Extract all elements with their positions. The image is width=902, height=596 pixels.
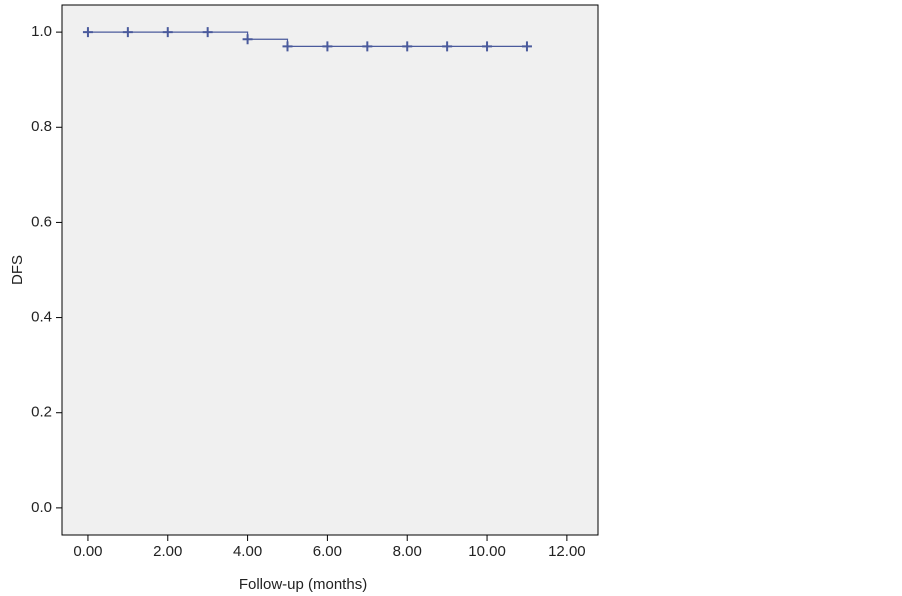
censor-mark bbox=[322, 41, 333, 52]
censor-mark bbox=[282, 41, 293, 52]
y-axis-title: DFS bbox=[9, 255, 26, 285]
y-tick-label: 0.0 bbox=[31, 499, 52, 516]
x-tick-label: 0.00 bbox=[73, 543, 102, 560]
x-axis-title: Follow-up (months) bbox=[239, 576, 367, 593]
censor-mark bbox=[162, 27, 173, 38]
x-tick-label: 10.00 bbox=[468, 543, 506, 560]
censor-mark bbox=[362, 41, 373, 52]
y-tick-label: 1.0 bbox=[31, 23, 52, 40]
plot-area bbox=[61, 4, 599, 536]
y-tick-label: 0.2 bbox=[31, 404, 52, 421]
x-tick-label: 12.00 bbox=[548, 543, 586, 560]
censor-mark bbox=[402, 41, 413, 52]
censor-mark bbox=[122, 27, 133, 38]
censor-mark bbox=[482, 41, 493, 52]
y-tick-label: 0.8 bbox=[31, 118, 52, 135]
censor-mark bbox=[82, 27, 93, 38]
censor-mark bbox=[442, 41, 453, 52]
y-tick-label: 0.6 bbox=[31, 213, 52, 230]
x-tick-label: 6.00 bbox=[313, 543, 342, 560]
censor-mark bbox=[242, 34, 253, 45]
censor-mark bbox=[202, 27, 213, 38]
censor-mark bbox=[521, 41, 532, 52]
x-tick-label: 4.00 bbox=[233, 543, 262, 560]
y-tick-label: 0.4 bbox=[31, 309, 52, 326]
x-tick-label: 8.00 bbox=[393, 543, 422, 560]
x-tick-label: 2.00 bbox=[153, 543, 182, 560]
